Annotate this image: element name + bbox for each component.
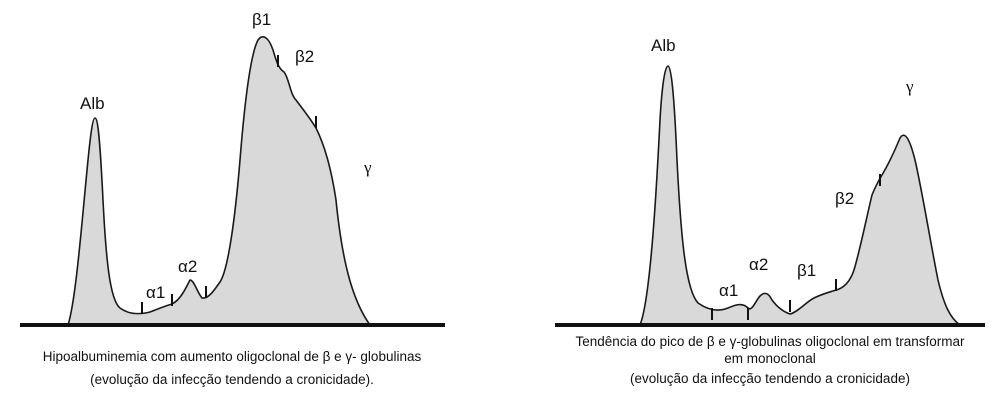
left-label-gamma: γ bbox=[363, 158, 372, 177]
left-electrophoresis-curve bbox=[67, 36, 371, 326]
right-label-gamma: γ bbox=[905, 77, 914, 96]
left-fraction-ticks bbox=[141, 55, 317, 314]
left-label-alb: Alb bbox=[80, 94, 105, 113]
left-label-beta1: β1 bbox=[252, 10, 271, 29]
left-label-alpha2: α2 bbox=[178, 257, 197, 276]
right-electrophoresis-panel: Alb α1 α2 β1 β2 γ Tendência do pico de β… bbox=[555, 36, 985, 386]
right-caption-line3: (evolução da infecção tendendo a cronici… bbox=[630, 371, 910, 386]
right-label-alb: Alb bbox=[651, 36, 676, 55]
left-label-alpha1: α1 bbox=[146, 283, 165, 302]
right-electrophoresis-curve bbox=[639, 65, 961, 326]
left-label-beta2: β2 bbox=[295, 47, 314, 66]
right-label-beta2: β2 bbox=[835, 189, 854, 208]
right-fraction-ticks bbox=[711, 174, 881, 320]
left-caption-line2: (evolução da infecção tendendo a cronici… bbox=[90, 372, 374, 387]
left-caption-line1: Hipoalbuminemia com aumento oligoclonal … bbox=[43, 349, 422, 364]
right-label-alpha2: α2 bbox=[749, 255, 768, 274]
right-caption-line1: Tendência do pico de β e γ-globulinas ol… bbox=[576, 334, 965, 349]
left-electrophoresis-panel: Alb α1 α2 β1 β2 γ Hipoalbuminemia com au… bbox=[20, 10, 445, 387]
right-label-beta1: β1 bbox=[797, 261, 816, 280]
right-caption-line2: em monoclonal bbox=[724, 351, 816, 366]
right-label-alpha1: α1 bbox=[719, 281, 738, 300]
